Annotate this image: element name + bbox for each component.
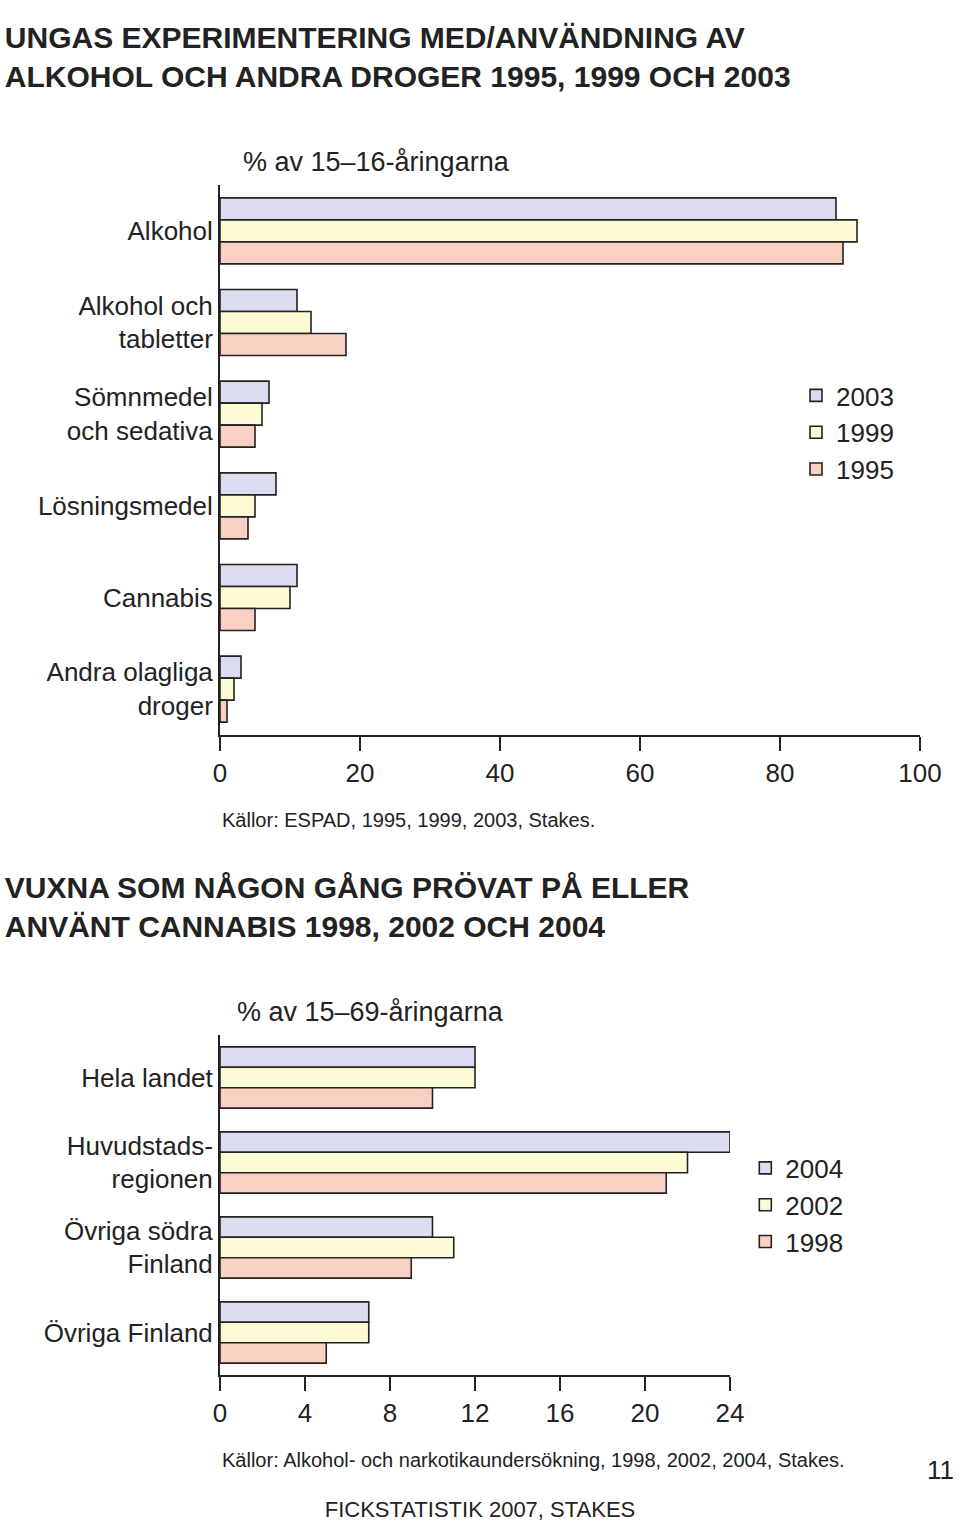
svg-text:20: 20 (346, 758, 375, 788)
svg-text:12: 12 (461, 1398, 490, 1428)
svg-text:40: 40 (486, 758, 515, 788)
svg-text:16: 16 (546, 1398, 575, 1428)
svg-text:0: 0 (213, 1398, 227, 1428)
svg-text:VUXNA SOM NÅGON GÅNG PRÖVAT PÅ: VUXNA SOM NÅGON GÅNG PRÖVAT PÅ ELLERANVÄ… (5, 871, 690, 943)
svg-text:1995: 1995 (836, 455, 894, 485)
svg-text:8: 8 (383, 1398, 397, 1428)
svg-text:Lösningsmedel: Lösningsmedel (38, 491, 213, 521)
svg-text:Sömnmedeloch sedativa: Sömnmedeloch sedativa (67, 382, 214, 446)
svg-text:2003: 2003 (836, 382, 894, 412)
svg-text:0: 0 (213, 758, 227, 788)
svg-text:2002: 2002 (785, 1191, 843, 1221)
svg-text:24: 24 (716, 1398, 745, 1428)
svg-text:4: 4 (298, 1398, 312, 1428)
svg-text:1999: 1999 (836, 418, 894, 448)
svg-text:Alkohol: Alkohol (128, 216, 213, 246)
svg-text:20: 20 (631, 1398, 660, 1428)
svg-text:UNGAS EXPERIMENTERING MED/ANVÄ: UNGAS EXPERIMENTERING MED/ANVÄNDNING AVA… (5, 21, 791, 93)
svg-text:Övriga Finland: Övriga Finland (44, 1318, 213, 1348)
svg-text:% av 15–16-åringarna: % av 15–16-åringarna (243, 147, 510, 177)
html-text:11: 11 (927, 1455, 954, 1485)
svg-text:Huvudstads-regionen: Huvudstads-regionen (67, 1131, 213, 1195)
svg-text:Hela landet: Hela landet (81, 1063, 213, 1093)
svg-text:100: 100 (898, 758, 941, 788)
svg-text:Andra olagligadroger: Andra olagligadroger (47, 657, 214, 721)
svg-text:Övriga södraFinland: Övriga södraFinland (64, 1216, 213, 1280)
svg-text:% av 15–69-åringarna: % av 15–69-åringarna (237, 997, 504, 1027)
svg-text:2004: 2004 (785, 1154, 843, 1184)
svg-text:60: 60 (626, 758, 655, 788)
svg-text:Alkohol ochtabletter: Alkohol ochtabletter (78, 291, 213, 355)
svg-text:Källor: ESPAD, 1995, 1999, 200: Källor: ESPAD, 1995, 1999, 2003, Stakes. (222, 809, 595, 831)
svg-text:80: 80 (766, 758, 795, 788)
svg-text:Cannabis: Cannabis (103, 583, 213, 613)
svg-text:Källor: Alkohol- och narkotika: Källor: Alkohol- och narkotikaundersökni… (222, 1449, 845, 1471)
svg-text:1998: 1998 (785, 1228, 843, 1258)
html-text:FICKSTATISTIK 2007, STAKES: FICKSTATISTIK 2007, STAKES (324, 1497, 636, 1522)
